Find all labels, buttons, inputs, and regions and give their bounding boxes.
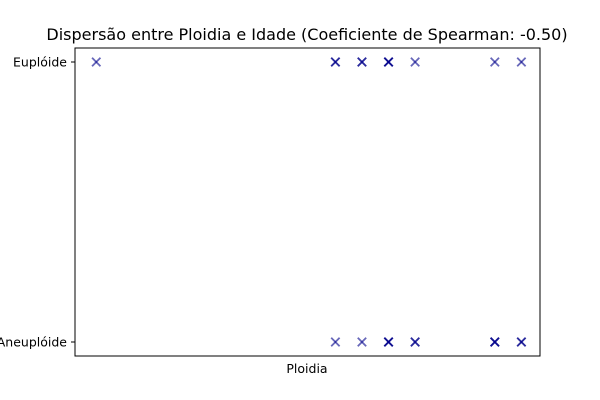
data-point	[410, 57, 420, 67]
data-point	[91, 57, 102, 67]
data-point	[410, 337, 420, 347]
y-tick-label: Euplóide	[13, 55, 67, 70]
data-point	[330, 337, 341, 347]
y-tick-label: Aneuplóide	[0, 335, 67, 350]
data-point	[516, 337, 527, 347]
data-point	[383, 337, 394, 347]
data-points	[91, 57, 527, 347]
chart-title: Dispersão entre Ploidia e Idade (Coefici…	[46, 25, 567, 44]
data-point	[357, 57, 367, 67]
x-axis-label: Ploidia	[286, 361, 327, 376]
y-axis: Aneuplóide Euplóide	[0, 55, 75, 350]
data-point	[516, 57, 527, 67]
data-point	[489, 337, 500, 347]
data-point	[330, 57, 341, 67]
data-point	[489, 57, 500, 67]
plot-area	[74, 47, 541, 357]
data-point	[383, 57, 394, 67]
data-point	[357, 337, 367, 347]
